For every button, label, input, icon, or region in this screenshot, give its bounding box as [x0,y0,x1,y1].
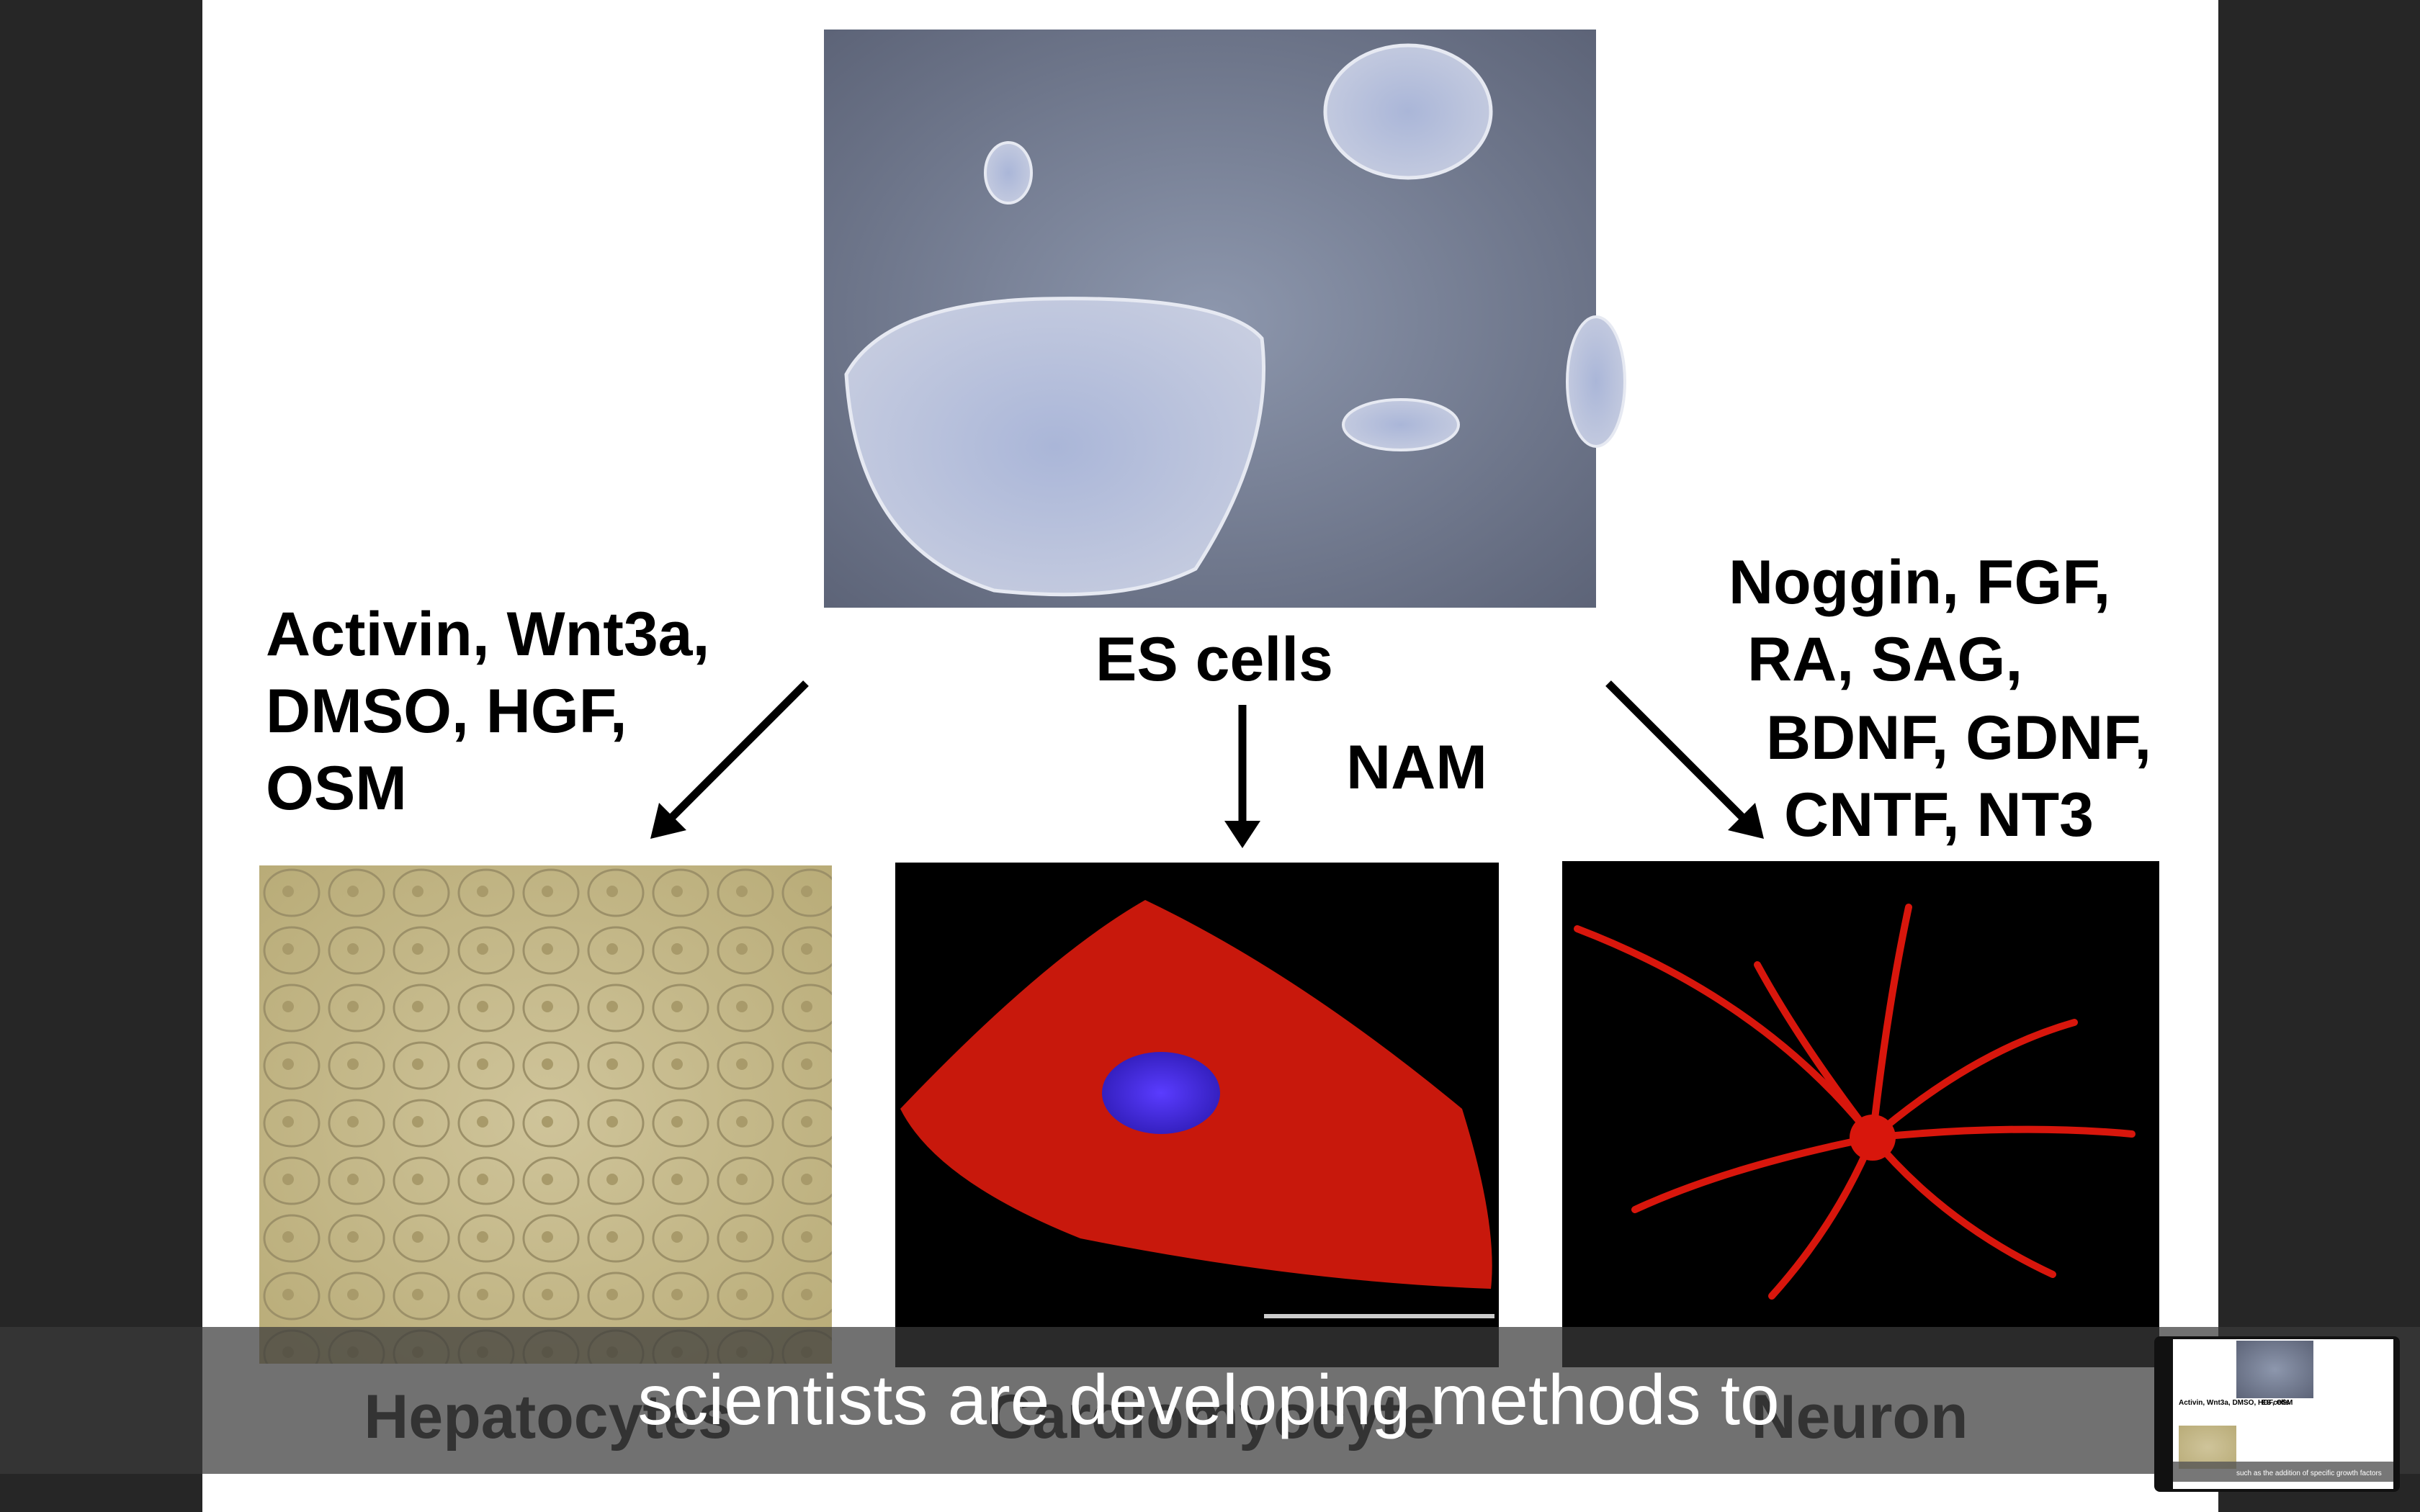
factor-text: Noggin, FGF, [1729,548,2110,617]
arrows [650,680,1764,848]
thumbnail-text: Activin, Wnt3a, DMSO, HGF, OSM [2179,1399,2293,1407]
factor-text: Activin, Wnt3a, [266,600,709,669]
factor-text: CNTF, NT3 [1784,780,2094,850]
thumbnail[interactable]: Activin, Wnt3a, DMSO, HGF, OSM ES cells … [2154,1336,2400,1492]
factor-text: OSM [266,754,407,823]
neuron-image [1562,861,2159,1367]
caption-bar [0,1327,2420,1474]
factor-text: RA, SAG, [1747,625,2022,694]
thumbnail-caption: such as the addition of specific growth … [2236,1470,2382,1477]
factor-text: BDNF, GDNF, [1766,703,2151,773]
factor-text: DMSO, HGF, [266,677,627,746]
factor-text: NAM [1346,733,1487,802]
caption: scientists are developing methods to [637,1360,1779,1439]
labels: Activin, Wnt3a, DMSO, HGF, OSM ES cells … [266,548,2151,850]
cardiomyocyte-image [895,863,1499,1367]
thumbnail-text: ES cells [2262,1399,2290,1407]
hepatocyte-image [259,865,832,1364]
es-cell-image [824,30,1626,608]
es-label: ES cells [1095,625,1333,694]
